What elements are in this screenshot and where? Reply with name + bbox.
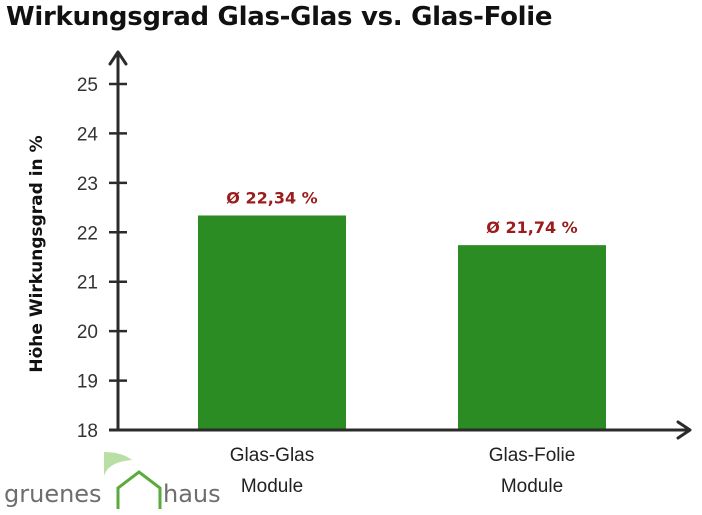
bar-0 (198, 215, 346, 430)
category-label-0-1: Module (241, 476, 303, 497)
y-tick-label-7: 25 (77, 75, 98, 96)
logo-text-haus: haus (163, 480, 221, 508)
category-label-0-0: Glas-Glas (230, 445, 314, 466)
house-logo-icon (104, 452, 162, 509)
y-tick-label-6: 24 (77, 124, 99, 145)
y-axis-title: Höhe Wirkungsgrad in % (27, 135, 47, 372)
brand-logo: gruenes haus (4, 450, 234, 512)
y-tick-label-3: 21 (77, 273, 98, 294)
chart-title: Wirkungsgrad Glas-Glas vs. Glas-Folie (6, 2, 553, 32)
data-label-0: Ø 22,34 % (226, 188, 317, 207)
y-tick-label-2: 20 (77, 322, 98, 343)
y-tick-label-5: 23 (77, 174, 98, 195)
category-label-1-1: Module (501, 476, 563, 497)
bar-1 (458, 245, 606, 430)
data-label-1: Ø 21,74 % (486, 218, 577, 237)
y-tick-label-4: 22 (77, 223, 98, 244)
y-tick-label-1: 19 (77, 372, 98, 393)
logo-text-gruenes: gruenes (4, 480, 102, 508)
y-axis-arrow (108, 50, 128, 66)
category-label-1-0: Glas-Folie (489, 445, 576, 466)
y-tick-label-0: 18 (77, 421, 98, 442)
x-axis-arrow (676, 420, 692, 440)
